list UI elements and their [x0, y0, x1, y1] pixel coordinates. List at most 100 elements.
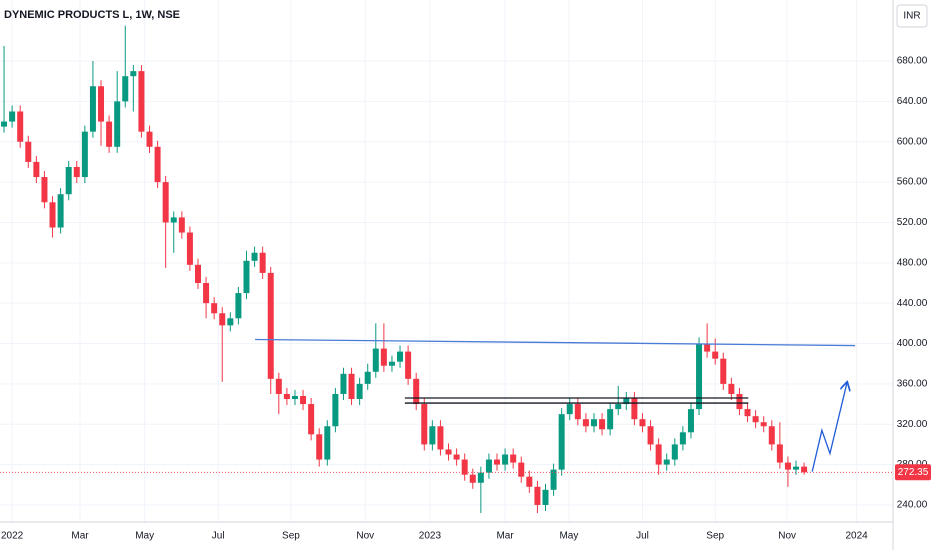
candle-body	[453, 454, 460, 460]
x-tick-label: Mar	[71, 531, 89, 542]
candle-body	[65, 166, 72, 195]
candle-body	[631, 398, 638, 420]
candle-body	[736, 393, 743, 410]
candle-body	[114, 101, 121, 147]
candle-body	[469, 474, 476, 483]
drawing	[255, 338, 856, 347]
candle-body	[388, 361, 395, 366]
candle-body	[510, 454, 517, 463]
x-tick-label: May	[559, 531, 578, 542]
candle-body	[623, 398, 630, 405]
candle-body	[413, 378, 420, 405]
candle-body	[186, 232, 193, 265]
candles	[1, 25, 808, 514]
candle-body	[41, 177, 48, 203]
candle-body	[138, 71, 145, 132]
candle-body	[696, 343, 703, 410]
candle-body	[687, 409, 694, 433]
candle-body	[122, 76, 129, 102]
candle-body	[49, 202, 56, 228]
candle-body	[550, 469, 557, 490]
y-tick-label: 680.00	[897, 56, 928, 67]
candle-body	[348, 373, 355, 400]
candle-body	[356, 383, 363, 400]
candle-body	[227, 318, 234, 326]
candle-body	[639, 419, 646, 427]
candle-body	[300, 395, 307, 405]
x-tick-label: Sep	[282, 531, 300, 542]
candle-body	[801, 466, 808, 473]
candle-body	[283, 393, 290, 400]
candle-body	[308, 404, 315, 435]
x-tick-label: Mar	[496, 531, 514, 542]
candle-body	[211, 303, 218, 314]
candle-body	[728, 383, 735, 394]
candle-body	[106, 121, 113, 147]
candle-body	[397, 351, 404, 362]
candle-body	[380, 348, 387, 366]
x-tick-label: Nov	[356, 531, 374, 542]
candle-body	[194, 264, 201, 283]
candle-body	[154, 146, 161, 183]
x-tick-label: Jul	[636, 531, 649, 542]
y-tick-label: 240.00	[897, 500, 928, 511]
y-tick-label: 520.00	[897, 217, 928, 228]
candle-body	[324, 426, 331, 460]
x-tick-label: Jul	[212, 531, 225, 542]
candle-body	[291, 395, 298, 400]
candle-body	[130, 71, 137, 77]
candle-body	[744, 409, 751, 417]
candle-body	[784, 462, 791, 470]
currency-box[interactable]	[896, 4, 928, 28]
candle-body	[437, 426, 444, 450]
candle-body	[534, 486, 541, 505]
candle-body	[542, 489, 549, 505]
candle-body	[364, 371, 371, 384]
candle-body	[494, 459, 501, 465]
x-tick-label: May	[135, 531, 154, 542]
y-tick-label: 440.00	[897, 298, 928, 309]
candle-body	[558, 414, 565, 470]
candle-body	[73, 166, 80, 178]
y-tick-label: 480.00	[897, 257, 928, 268]
candle-body	[574, 404, 581, 420]
candle-body	[518, 462, 525, 477]
candle-body	[760, 422, 767, 427]
candle-body	[647, 426, 654, 445]
y-tick-label: 360.00	[897, 379, 928, 390]
candle-body	[219, 313, 226, 326]
y-tick-label: 320.00	[897, 419, 928, 430]
candle-body	[526, 476, 533, 487]
candle-body	[615, 404, 622, 410]
drawing	[811, 383, 847, 472]
candle-body	[679, 432, 686, 445]
candle-body	[340, 373, 347, 394]
candle-body	[720, 358, 727, 384]
y-tick-label: 560.00	[897, 177, 928, 188]
x-tick-label: 2022	[1, 531, 24, 542]
chart-title: DYNEMIC PRODUCTS L, 1W, NSE	[4, 9, 180, 21]
candle-body	[566, 404, 573, 415]
candle-body	[445, 449, 452, 455]
candle-body	[421, 404, 428, 445]
candle-body	[663, 459, 670, 465]
candle-body	[485, 459, 492, 473]
candle-body	[461, 459, 468, 475]
candle-body	[776, 444, 783, 463]
grid	[0, 0, 893, 522]
y-tick-label: 640.00	[897, 96, 928, 107]
candle-body	[203, 282, 210, 304]
candle-body	[170, 217, 177, 223]
candle-body	[712, 351, 719, 359]
candle-body	[429, 426, 436, 445]
candle-body	[372, 348, 379, 372]
candle-body	[793, 466, 800, 470]
candle-body	[267, 272, 274, 379]
candle-body	[25, 141, 32, 162]
candle-body	[768, 426, 775, 445]
candle-body	[316, 434, 323, 460]
x-tick-label: 2024	[846, 531, 869, 542]
candle-body	[502, 454, 509, 465]
candle-body	[178, 217, 185, 233]
